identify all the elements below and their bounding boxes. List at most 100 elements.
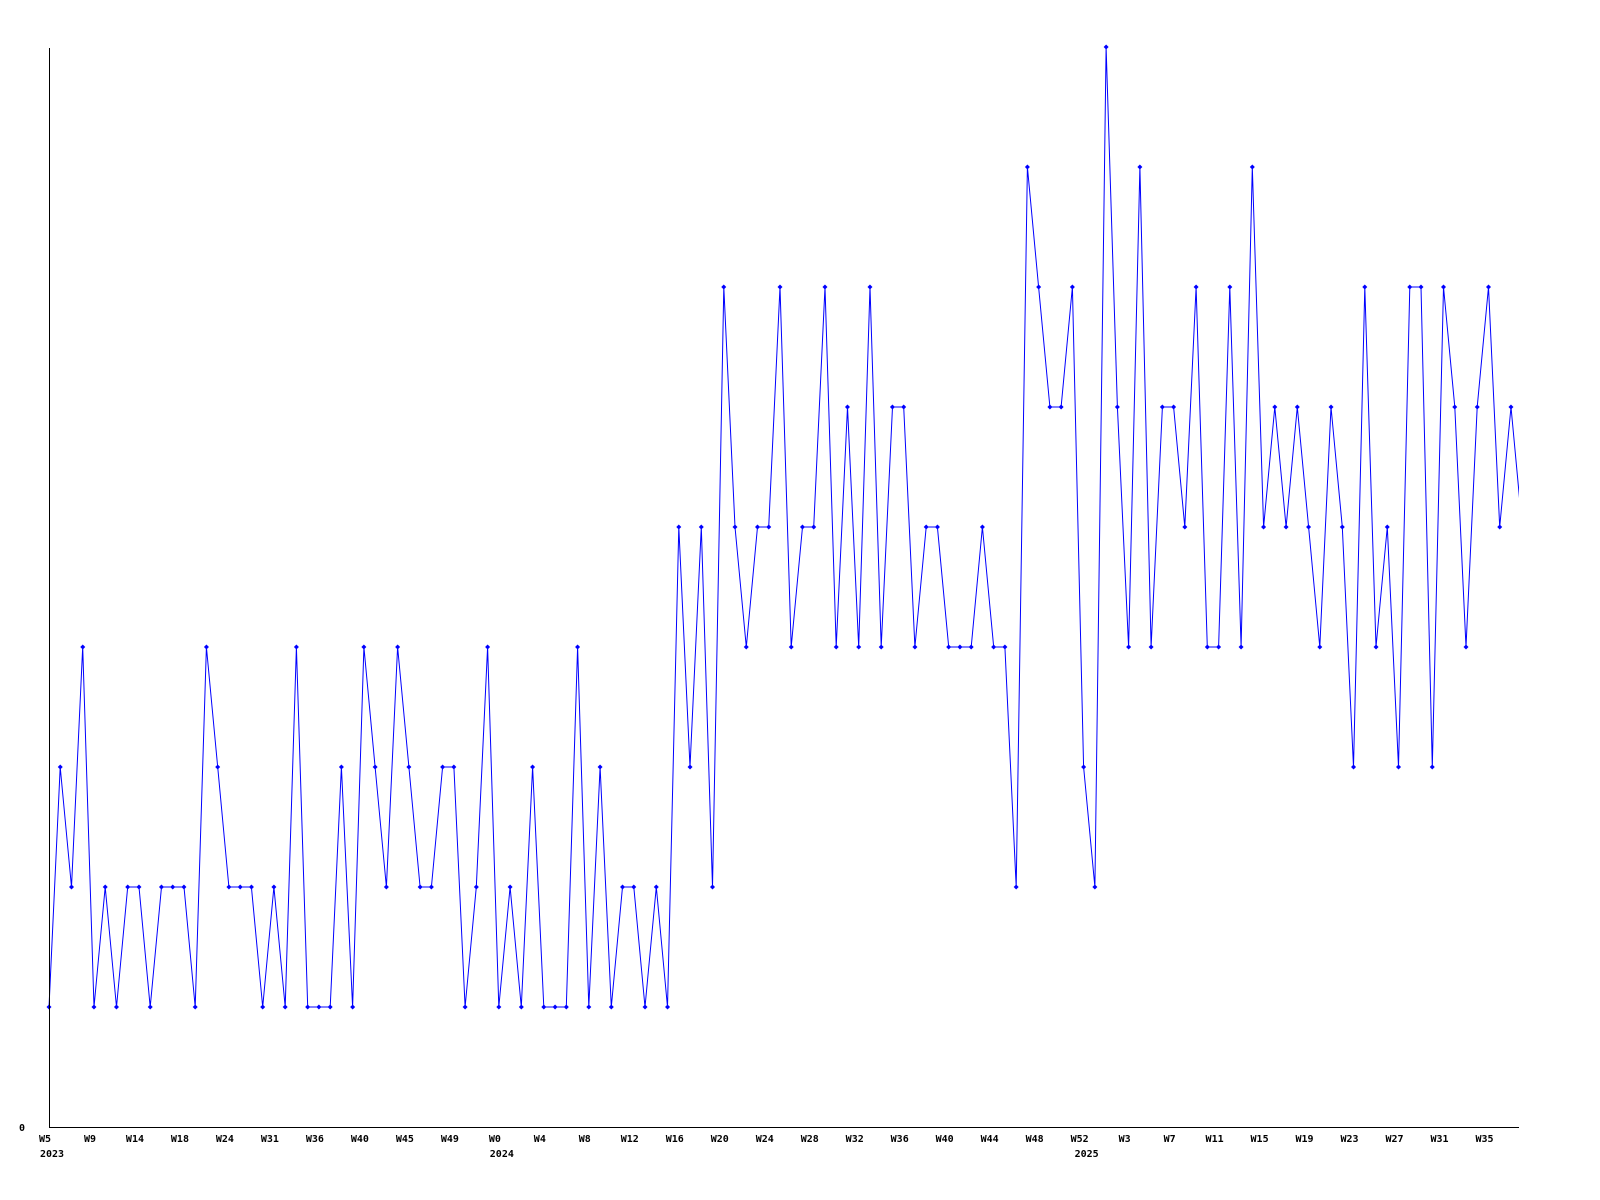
data-point — [1204, 644, 1210, 650]
data-point — [844, 404, 850, 410]
data-point — [440, 764, 446, 770]
x-tick-label: W24 — [216, 1134, 234, 1145]
data-point — [1159, 404, 1165, 410]
data-point — [676, 524, 682, 530]
data-point — [1182, 524, 1188, 530]
data-point — [102, 884, 108, 890]
data-point — [395, 644, 401, 650]
x-tick-label: W0 — [489, 1134, 501, 1145]
data-point — [91, 1004, 97, 1010]
x-tick-label: W24 — [756, 1134, 774, 1145]
data-point — [575, 644, 581, 650]
data-point — [248, 884, 254, 890]
data-point — [147, 1004, 153, 1010]
data-point — [833, 644, 839, 650]
x-tick-label: W7 — [1164, 1134, 1176, 1145]
data-point — [743, 644, 749, 650]
data-point — [732, 524, 738, 530]
data-point — [1249, 164, 1255, 170]
year-label: 2023 — [40, 1149, 64, 1160]
data-point — [518, 1004, 524, 1010]
data-point — [1362, 284, 1368, 290]
data-point — [1024, 164, 1030, 170]
data-point — [1328, 404, 1334, 410]
x-tick-label: W23 — [1341, 1134, 1359, 1145]
data-point — [1092, 884, 1098, 890]
x-tick-label: W4 — [534, 1134, 546, 1145]
data-point — [867, 284, 873, 290]
data-point — [1317, 644, 1323, 650]
year-labels: 2023 2024 2025 — [40, 1149, 1099, 1160]
data-point — [80, 644, 86, 650]
data-point — [1272, 404, 1278, 410]
data-point — [226, 884, 232, 890]
data-point — [158, 884, 164, 890]
data-point — [237, 884, 243, 890]
data-point — [473, 884, 479, 890]
data-point — [541, 1004, 547, 1010]
x-tick-label: W18 — [171, 1134, 189, 1145]
data-point — [968, 644, 974, 650]
data-point — [811, 524, 817, 530]
data-point — [710, 884, 716, 890]
data-point — [406, 764, 412, 770]
data-point — [1227, 284, 1233, 290]
data-point — [170, 884, 176, 890]
data-point — [1497, 524, 1503, 530]
data-point — [822, 284, 828, 290]
data-point — [934, 524, 940, 530]
data-point — [1193, 284, 1199, 290]
data-point — [1261, 524, 1267, 530]
data-point — [1474, 404, 1480, 410]
data-point — [1463, 644, 1469, 650]
x-tick-label: W19 — [1296, 1134, 1314, 1145]
x-tick-label: W36 — [891, 1134, 909, 1145]
data-point — [1384, 524, 1390, 530]
data-point — [642, 1004, 648, 1010]
data-point — [293, 644, 299, 650]
data-point — [653, 884, 659, 890]
data-point — [350, 1004, 356, 1010]
data-point — [1013, 884, 1019, 890]
data-point — [57, 764, 63, 770]
data-point — [1407, 284, 1413, 290]
data-point — [878, 644, 884, 650]
data-point — [946, 644, 952, 650]
x-tick-label: W31 — [1430, 1134, 1448, 1145]
data-point — [620, 884, 626, 890]
data-point — [721, 284, 727, 290]
x-tick-label: W35 — [1475, 1134, 1493, 1145]
data-point — [889, 404, 895, 410]
data-point — [181, 884, 187, 890]
data-point — [687, 764, 693, 770]
data-point — [372, 764, 378, 770]
data-point — [788, 644, 794, 650]
data-point — [1306, 524, 1312, 530]
data-point — [507, 884, 513, 890]
x-tick-label: W44 — [981, 1134, 999, 1145]
data-point — [462, 1004, 468, 1010]
x-tick-label: W16 — [666, 1134, 684, 1145]
data-point — [1418, 284, 1424, 290]
plot-area — [46, 44, 1519, 1010]
x-tick-label: W8 — [579, 1134, 591, 1145]
data-point — [1126, 644, 1132, 650]
data-point — [451, 764, 457, 770]
data-point — [338, 764, 344, 770]
x-tick-label: W36 — [306, 1134, 324, 1145]
data-point — [1047, 404, 1053, 410]
data-point — [698, 524, 704, 530]
data-point — [485, 644, 491, 650]
data-point — [552, 1004, 558, 1010]
data-point — [282, 1004, 288, 1010]
data-point — [1103, 44, 1109, 50]
data-point — [68, 884, 74, 890]
y-tick-label-0: 0 — [19, 1123, 25, 1134]
data-point — [383, 884, 389, 890]
data-point — [991, 644, 997, 650]
data-point — [631, 884, 637, 890]
data-point — [1294, 404, 1300, 410]
x-tick-label: W11 — [1206, 1134, 1224, 1145]
year-label: 2025 — [1075, 1149, 1099, 1160]
